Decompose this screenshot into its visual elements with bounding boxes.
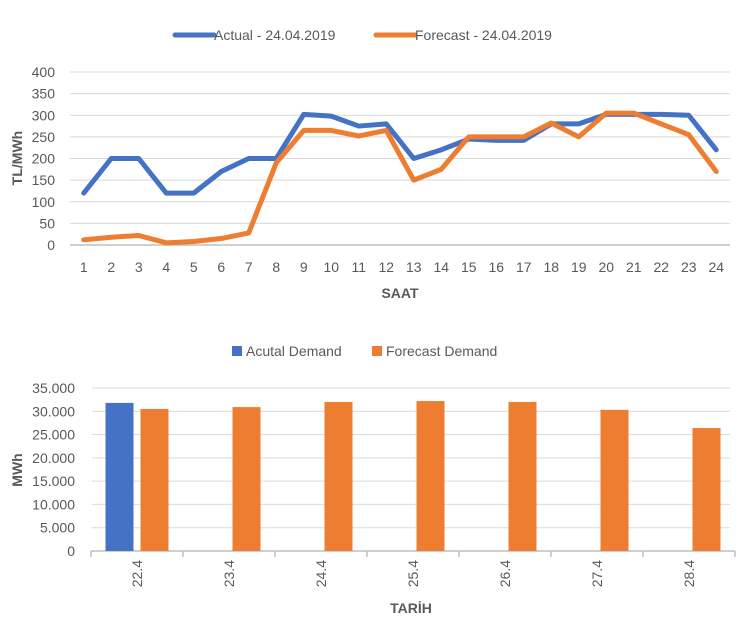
- line-x-tick-label: 18: [543, 259, 559, 275]
- line-x-tick-label: 19: [571, 259, 587, 275]
- line-y-tick-label: 350: [32, 86, 56, 102]
- legend-forecast-demand-label: Forecast Demand: [386, 343, 497, 359]
- bar-forecast-demand-24.4: [324, 401, 353, 551]
- legend-forecast-label: Forecast - 24.04.2019: [415, 27, 552, 43]
- line-x-tick-label: 16: [488, 259, 504, 275]
- line-x-axis-title: SAAT: [381, 285, 419, 301]
- bar-forecast-demand-28.4: [692, 428, 721, 551]
- bar-x-tick-label: 28.4: [681, 560, 697, 587]
- line-x-tick-label: 9: [300, 259, 308, 275]
- line-x-tick-label: 6: [217, 259, 225, 275]
- legend-actual-demand-label: Acutal Demand: [246, 343, 342, 359]
- legend-actual-label: Actual - 24.04.2019: [214, 27, 336, 43]
- bar-y-tick-label: 20.000: [32, 450, 75, 466]
- line-x-tick-label: 3: [135, 259, 143, 275]
- bar-chart-bars: [105, 401, 721, 551]
- bar-legend: Acutal Demand Forecast Demand: [232, 343, 497, 359]
- line-y-tick-label: 150: [32, 172, 56, 188]
- bar-x-tick-label: 23.4: [221, 560, 237, 587]
- line-y-tick-label: 0: [47, 237, 55, 253]
- bar-chart-x-ticks: 22.4 23.4 24.4 25.4 26.4 27.4 28.4: [129, 560, 697, 587]
- line-x-tick-label: 14: [433, 259, 449, 275]
- bar-forecast-demand-27.4: [600, 409, 629, 551]
- bar-x-tick-label: 27.4: [589, 560, 605, 587]
- line-legend: Actual - 24.04.2019 Forecast - 24.04.201…: [172, 27, 552, 43]
- bar-chart-y-ticks: 0 5.000 10.000 15.000 20.000 25.000 30.000 35.0…: [32, 380, 75, 559]
- bar-y-tick-label: 5.000: [40, 520, 75, 536]
- line-x-tick-label: 20: [598, 259, 614, 275]
- line-x-tick-label: 17: [516, 259, 532, 275]
- bar-forecast-demand-26.4: [508, 401, 537, 551]
- bar-x-tick-label: 22.4: [129, 560, 145, 587]
- bar-y-tick-label: 0: [67, 543, 75, 559]
- line-chart-x-ticks: 1 2 3 4 5 6 7 8 9 10 11 12 13 14 15 16 17 18 19 20 21 22 23 24: [80, 259, 724, 275]
- legend-forecast-demand-swatch: [372, 346, 382, 356]
- bar-y-tick-label: 30.000: [32, 403, 75, 419]
- bar-y-tick-label: 35.000: [32, 380, 75, 396]
- bar-y-axis-title: MWh: [9, 453, 25, 486]
- line-x-tick-label: 11: [351, 259, 366, 275]
- bar-y-tick-label: 25.000: [32, 427, 75, 443]
- line-chart-series: [81, 110, 719, 246]
- line-x-tick-label: 7: [245, 259, 253, 275]
- line-x-tick-label: 10: [323, 259, 339, 275]
- legend-actual-demand-swatch: [232, 346, 242, 356]
- line-x-tick-label: 15: [461, 259, 477, 275]
- line-y-tick-label: 400: [32, 64, 56, 80]
- line-x-tick-label: 2: [107, 259, 115, 275]
- line-x-tick-label: 8: [272, 259, 280, 275]
- bar-y-tick-label: 10.000: [32, 496, 75, 512]
- line-chart-grid: [70, 71, 730, 246]
- line-x-tick-label: 4: [162, 259, 170, 275]
- line-y-tick-label: 300: [32, 107, 56, 123]
- bar-forecast-demand-22.4: [140, 408, 169, 551]
- bar-chart-grid: [90, 387, 736, 557]
- bar-x-axis-title: TARİH: [390, 600, 432, 616]
- bar-forecast-demand-23.4: [232, 407, 261, 551]
- line-y-tick-label: 200: [32, 151, 56, 167]
- bar-x-tick-label: 24.4: [313, 560, 329, 587]
- line-x-tick-label: 22: [653, 259, 669, 275]
- line-y-tick-label: 50: [39, 215, 55, 231]
- line-y-axis-title: TL/MWh: [9, 131, 25, 185]
- bar-actual-demand-22.4: [105, 402, 134, 551]
- line-x-tick-label: 23: [681, 259, 697, 275]
- line-y-tick-label: 100: [32, 194, 56, 210]
- line-y-tick-label: 250: [32, 129, 56, 145]
- line-x-tick-label: 13: [406, 259, 422, 275]
- line-x-tick-label: 12: [378, 259, 394, 275]
- line-series-forecast: [81, 110, 719, 246]
- line-chart-y-ticks: 0 50 100 150 200 250 300 350 400: [32, 64, 56, 253]
- bar-x-tick-label: 25.4: [405, 560, 421, 587]
- line-x-tick-label: 5: [190, 259, 198, 275]
- line-x-tick-label: 24: [708, 259, 724, 275]
- line-x-tick-label: 1: [80, 259, 88, 275]
- bar-x-tick-label: 26.4: [497, 560, 513, 587]
- bar-forecast-demand-25.4: [416, 401, 445, 551]
- bar-y-tick-label: 15.000: [32, 473, 75, 489]
- line-x-tick-label: 21: [626, 259, 642, 275]
